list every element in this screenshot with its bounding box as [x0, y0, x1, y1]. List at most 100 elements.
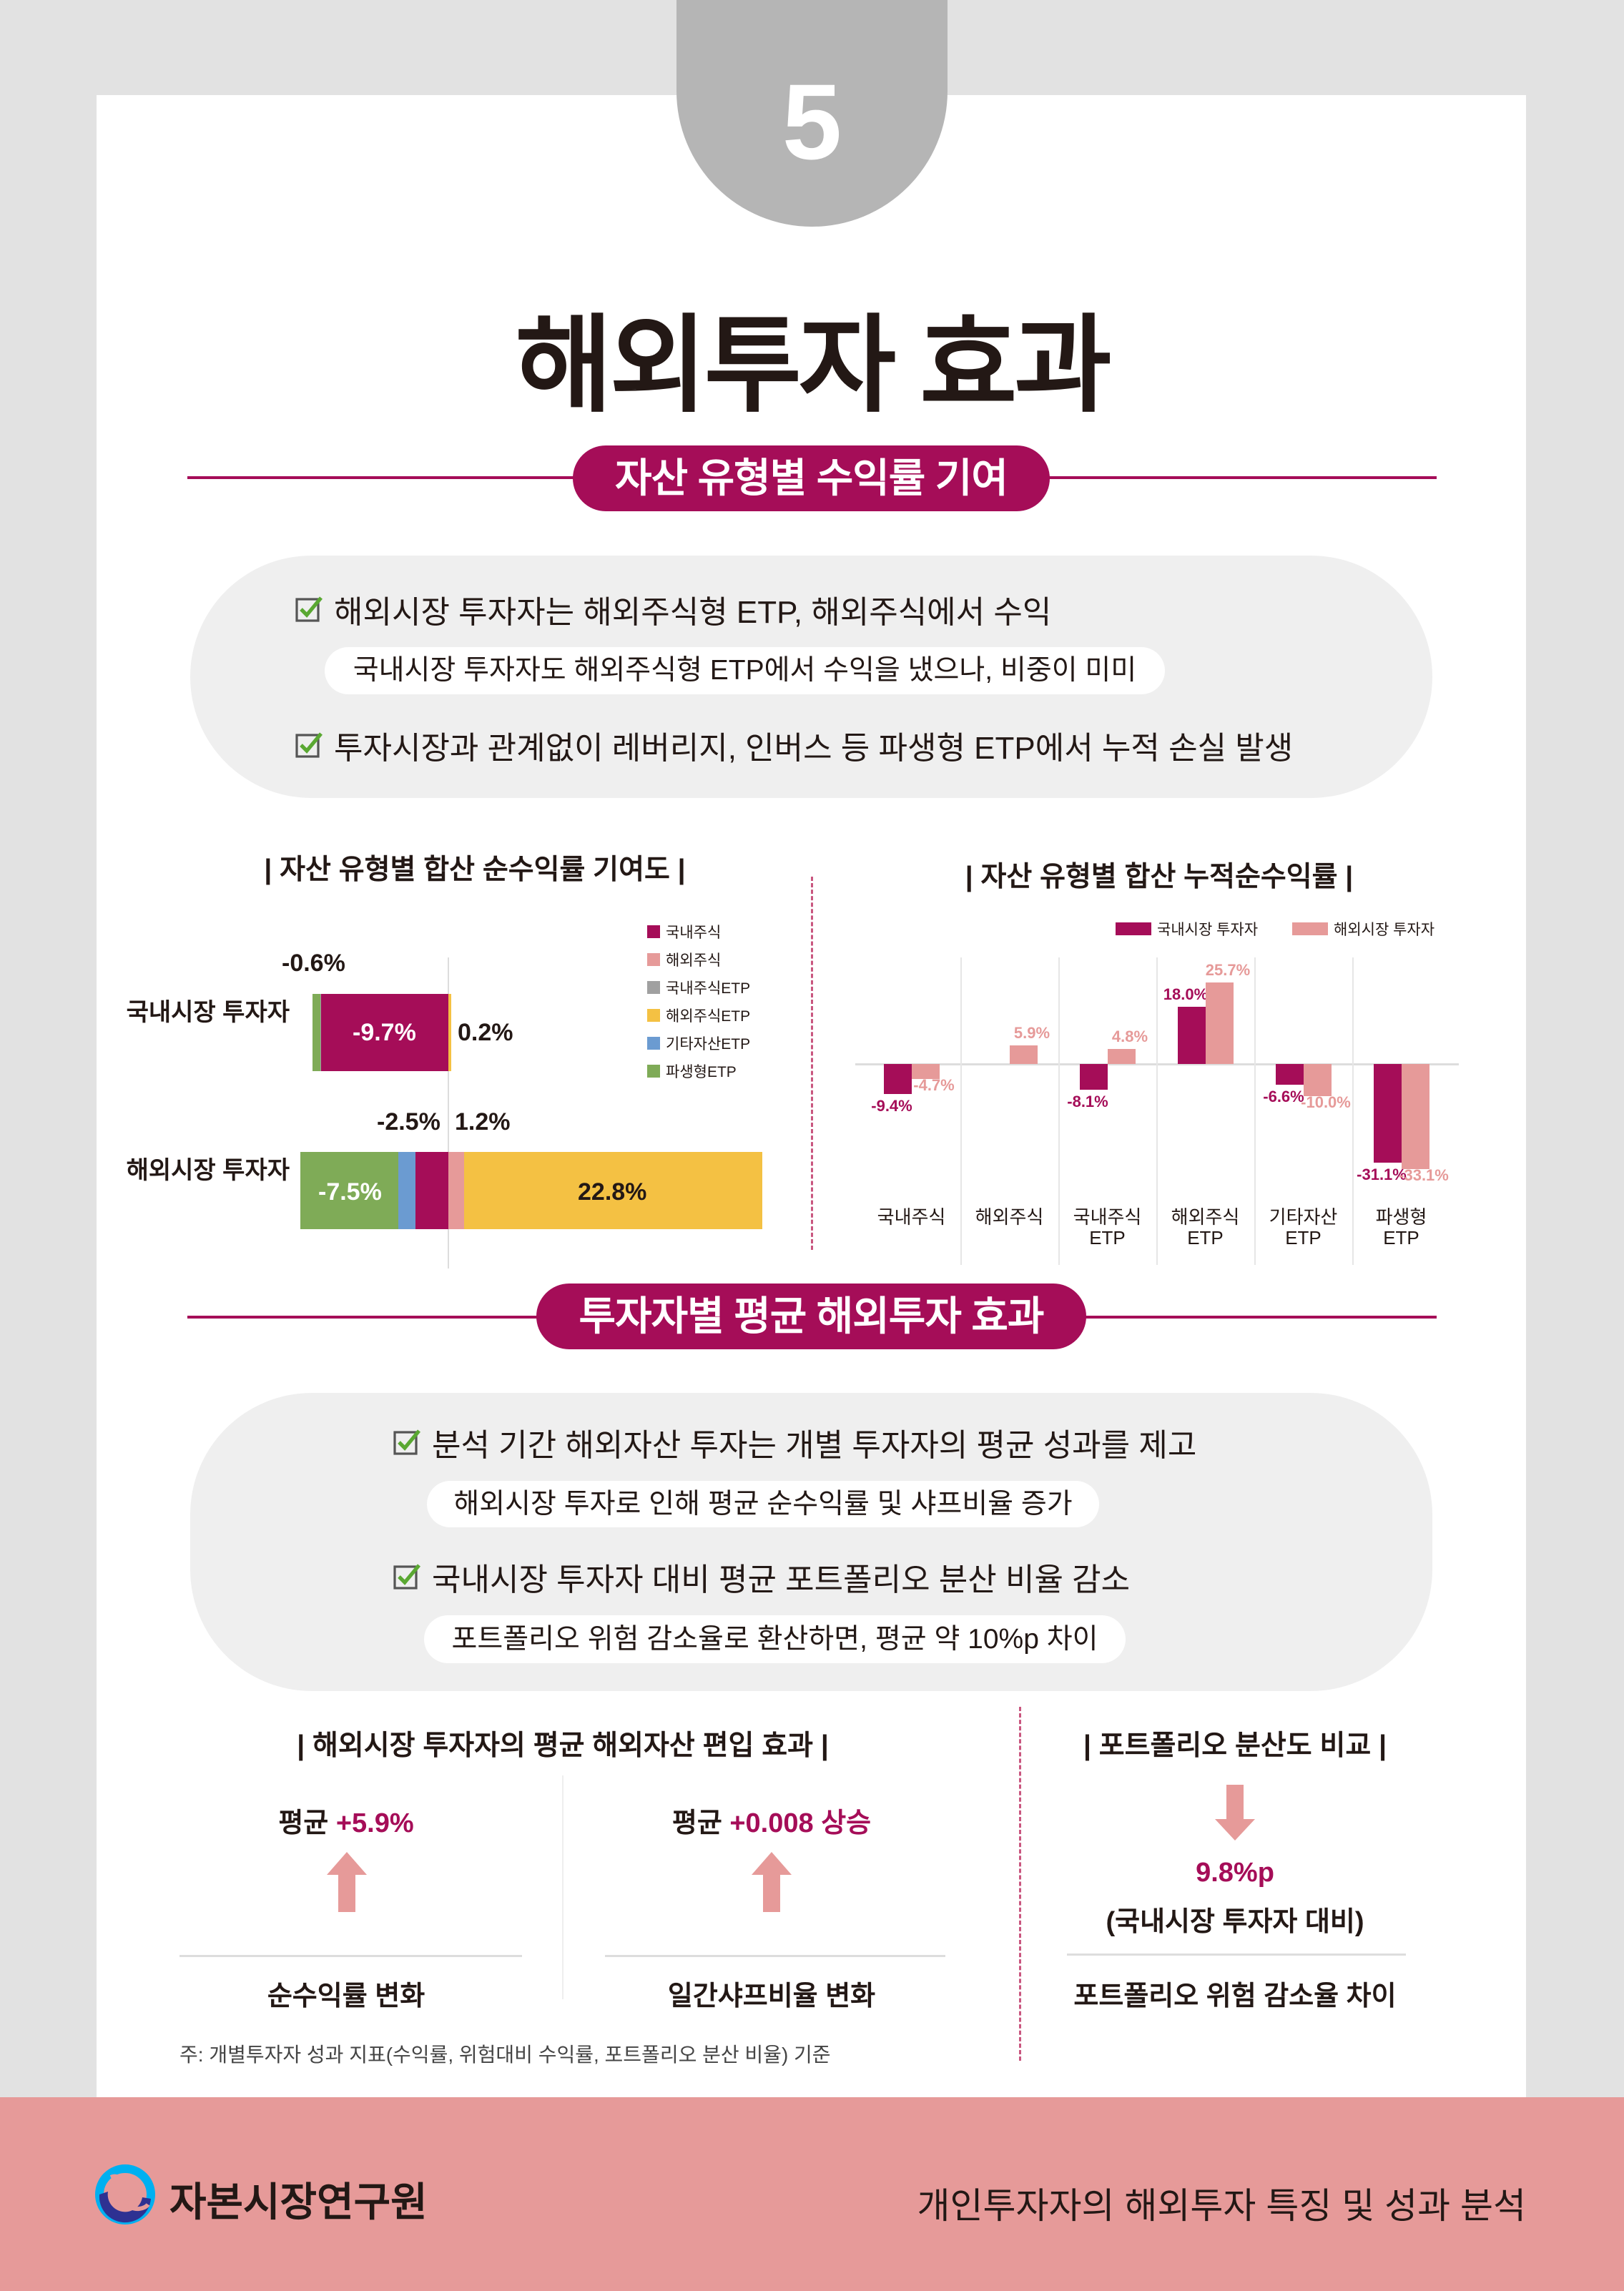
- label-r2-green: -7.5%: [318, 1178, 382, 1206]
- bullet-1: 해외시장 투자자는 해외주식형 ETP, 해외주식에서 수익: [295, 586, 1051, 632]
- data-label: 4.8%: [1111, 1027, 1148, 1045]
- legend-item: 해외주식ETP: [647, 1001, 750, 1029]
- bar-segment-해외주식: [448, 1152, 464, 1229]
- divider: [605, 1955, 945, 1957]
- bullet-text: 분석 기간 해외자산 투자는 개별 투자자의 평균 성과를 제고: [432, 1428, 1197, 1463]
- checkbox-icon: [393, 1429, 420, 1455]
- bar-국내시장 투자자: [1079, 1064, 1108, 1090]
- column-divider: [960, 957, 962, 1265]
- legend-item: 기타자산ETP: [647, 1029, 750, 1057]
- label-r1-purple: -9.7%: [353, 1019, 416, 1046]
- risk-reduction-label: 포트폴리오 위험 감소율 차이: [1073, 1981, 1397, 2011]
- footnote: 주: 개별투자자 성과 지표(수익률, 위험대비 수익률, 포트폴리오 분산 비…: [179, 2044, 831, 2066]
- bullet-text: 투자시장과 관계없이 레버리지, 인버스 등 파생형 ETP에서 누적 손실 발…: [334, 731, 1294, 766]
- data-label: -8.1%: [1067, 1093, 1108, 1111]
- bar-해외시장 투자자: [911, 1064, 940, 1079]
- legend-item: 해외주식: [647, 945, 750, 973]
- legend-swatch: [647, 1036, 660, 1050]
- category-label: 국내주식 ETP: [1073, 1206, 1142, 1248]
- category-label: 국내주식: [877, 1206, 946, 1228]
- checkbox-icon: [393, 1564, 420, 1590]
- arrow-up-icon: [327, 1852, 367, 1912]
- legend-swatch: [647, 980, 660, 994]
- bar-segment-파생형ETP: [300, 1152, 399, 1229]
- bar-segment-해외주식ETP: [448, 994, 451, 1071]
- bar-segment-국내주식: [321, 994, 448, 1071]
- category-label: 기타자산 ETP: [1269, 1206, 1338, 1248]
- sharpe-change-value: 평균 +0.008 상승: [671, 1808, 872, 1838]
- column-divider: [1352, 957, 1354, 1265]
- bullet-4: 국내시장 투자자 대비 평균 포트폴리오 분산 비율 감소: [393, 1554, 1130, 1600]
- data-label: -4.7%: [913, 1075, 955, 1094]
- bar-segment-국내주식ETP: [320, 994, 322, 1071]
- label-r2-yellow: 22.8%: [578, 1178, 647, 1206]
- return-change-label: 순수익률 변화: [267, 1981, 425, 2011]
- legend-item: 국내주식: [647, 917, 750, 945]
- bar-segment-해외주식ETP: [463, 1152, 763, 1229]
- legend-label: 파생형ETP: [666, 1063, 737, 1080]
- page-title: 해외투자 효과: [515, 307, 1111, 425]
- page-number-tab: 5: [676, 0, 948, 227]
- risk-reduction-note: (국내시장 투자자 대비): [1106, 1907, 1364, 1937]
- sharpe-change-label: 일간샤프비율 변화: [667, 1981, 876, 2011]
- chart-divider: [811, 877, 813, 1250]
- bar-해외시장 투자자: [1303, 1064, 1332, 1096]
- legend-swatch: [1292, 922, 1328, 935]
- legend-swatch: [647, 952, 660, 966]
- label-r1-yellow: 0.2%: [458, 1019, 513, 1046]
- effects-right-title: | 포트폴리오 분산도 비교 |: [1083, 1730, 1387, 1761]
- data-label: 25.7%: [1205, 960, 1251, 979]
- bullet-sub-1: 국내시장 투자자도 해외주식형 ETP에서 수익을 냈으나, 비중이 미미: [325, 647, 1165, 694]
- divider: [1067, 1953, 1406, 1956]
- category-label: 해외주식: [975, 1206, 1044, 1228]
- bullet-sub-4: 포트폴리오 위험 감소율로 환산하면, 평균 약 10%p 차이: [424, 1615, 1126, 1663]
- legend-label: 해외주식ETP: [666, 1007, 751, 1025]
- section-header-asset-contribution: 자산 유형별 수익률 기여: [573, 445, 1050, 511]
- legend-label: 해외주식: [666, 952, 722, 969]
- label-r1-green: -0.6%: [282, 950, 345, 977]
- column-divider: [1156, 957, 1158, 1265]
- data-label: -33.1%: [1399, 1166, 1449, 1185]
- arrow-down-icon: [1215, 1785, 1255, 1841]
- footer: [0, 2097, 1624, 2291]
- column-divider: [1058, 957, 1060, 1265]
- bar-해외시장 투자자: [1009, 1045, 1038, 1064]
- column-divider: [562, 1775, 564, 1999]
- bullet-3: 분석 기간 해외자산 투자는 개별 투자자의 평균 성과를 제고: [393, 1419, 1196, 1465]
- bar-국내시장 투자자: [1177, 1006, 1206, 1064]
- bar-해외시장 투자자: [1107, 1048, 1136, 1064]
- label-r2-pink: 1.2%: [455, 1108, 511, 1135]
- row-label-overseas: 해외시장 투자자: [126, 1157, 290, 1184]
- data-label: 18.0%: [1163, 985, 1209, 1003]
- divider: [179, 1955, 522, 1957]
- legend-swatch: [647, 1064, 660, 1078]
- bullet-text: 국내시장 투자자 대비 평균 포트폴리오 분산 비율 감소: [432, 1562, 1131, 1597]
- data-label: -6.6%: [1263, 1088, 1304, 1106]
- chart2-title: | 자산 유형별 합산 누적순수익률 |: [965, 862, 1354, 892]
- legend-label: 기타자산ETP: [666, 1035, 751, 1053]
- effects-divider: [1019, 1707, 1021, 2061]
- legend-label: 국내주식ETP: [666, 980, 751, 997]
- data-label: 5.9%: [1013, 1023, 1050, 1042]
- risk-reduction-value: 9.8%p: [1196, 1858, 1274, 1888]
- arrow-up-icon: [752, 1852, 792, 1912]
- data-label: -9.4%: [871, 1096, 912, 1115]
- checkbox-icon: [295, 596, 323, 622]
- legend-swatch: [647, 925, 660, 938]
- category-label: 해외주식 ETP: [1171, 1206, 1240, 1248]
- legend-swatch: [1116, 922, 1151, 935]
- legend-item: 파생형ETP: [647, 1057, 750, 1085]
- chart1-title: | 자산 유형별 합산 순수익률 기여도 |: [264, 854, 686, 885]
- bar-국내시장 투자자: [883, 1064, 912, 1094]
- legend-label: 국내주식: [666, 924, 722, 941]
- effects-left-title: | 해외시장 투자자의 평균 해외자산 편입 효과 |: [297, 1730, 829, 1761]
- bullet-text: 해외시장 투자자는 해외주식형 ETP, 해외주식에서 수익: [334, 595, 1052, 630]
- bar-segment-기타자산ETP: [398, 1152, 416, 1229]
- legend-domestic: 국내시장 투자자: [1116, 918, 1258, 940]
- checkbox-icon: [295, 732, 323, 758]
- kcmi-logo-icon: [95, 2164, 155, 2225]
- bullet-sub-3: 해외시장 투자로 인해 평균 순수익률 및 샤프비율 증가: [427, 1481, 1099, 1527]
- column-divider: [1254, 957, 1256, 1265]
- row-label-domestic: 국내시장 투자자: [126, 999, 290, 1026]
